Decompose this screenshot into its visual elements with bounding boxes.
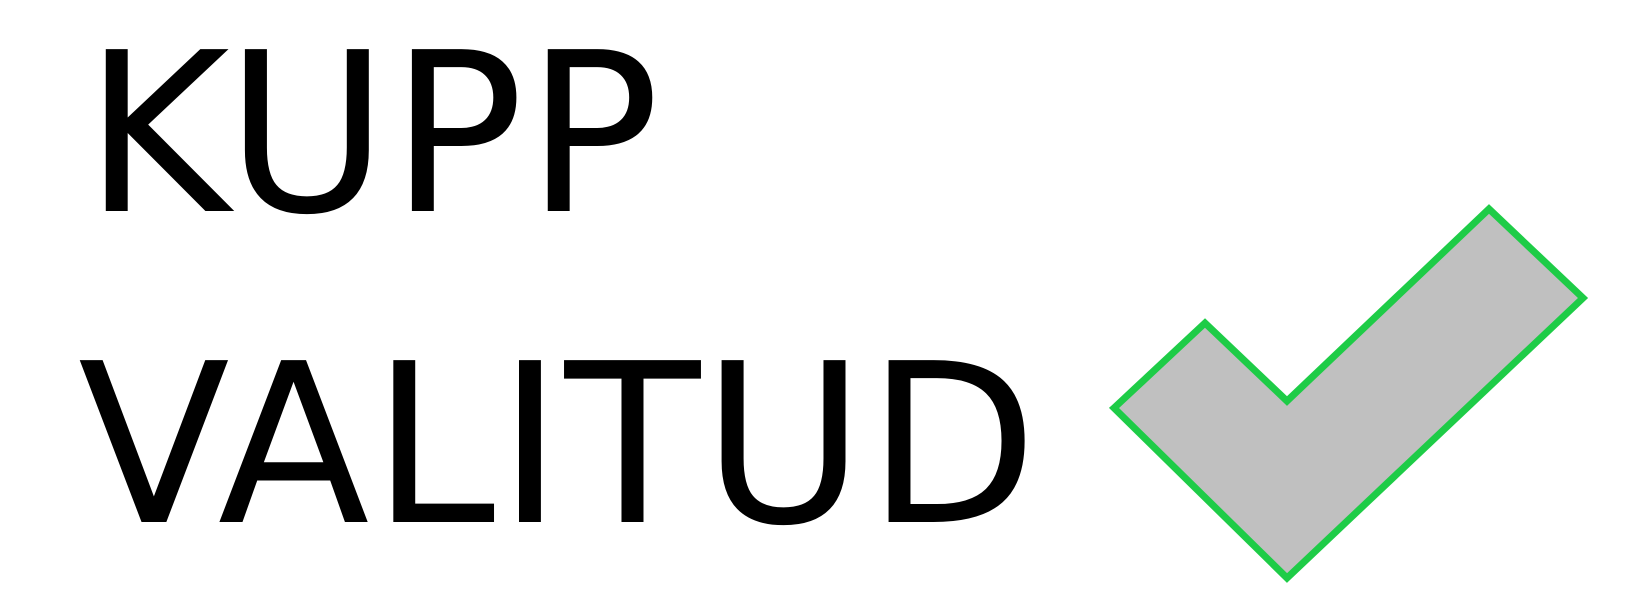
checkmark-icon	[1108, 204, 1589, 583]
label-line-1: KUPP	[84, 6, 662, 264]
label-line-2: VALITUD	[78, 317, 1040, 575]
checkmark-shape	[1108, 204, 1589, 583]
